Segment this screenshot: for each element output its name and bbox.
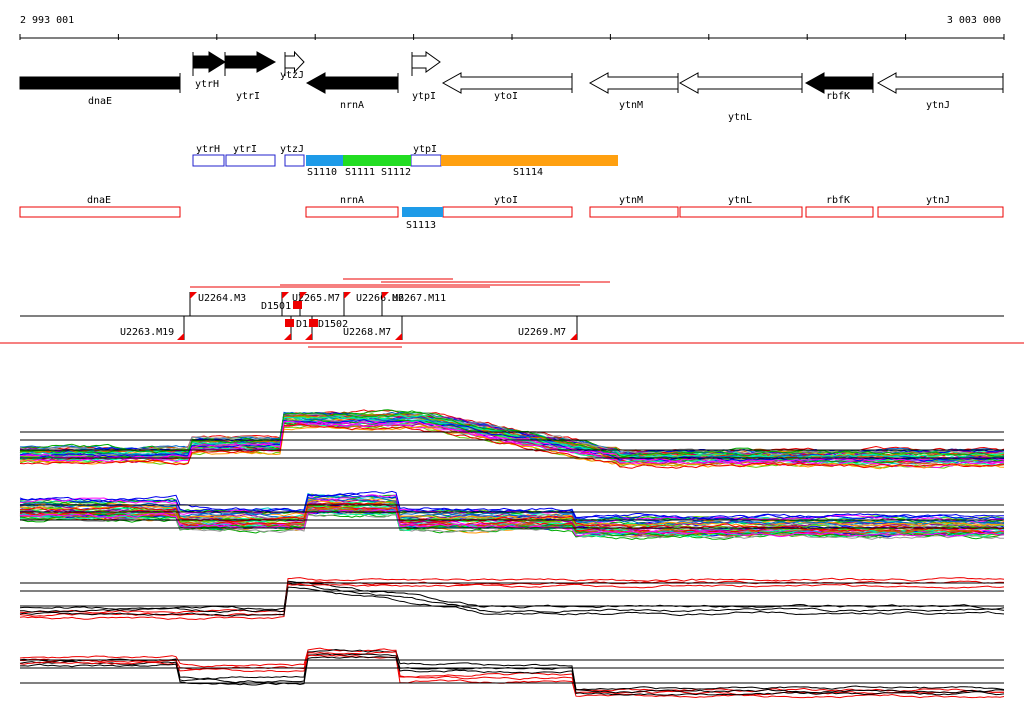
expression-trace	[19, 492, 1005, 521]
transcript	[225, 154, 276, 167]
site-marker	[177, 333, 184, 340]
transcript	[284, 154, 305, 167]
transcript	[402, 207, 443, 217]
site-label: U2265.M7	[292, 293, 340, 304]
site-label: D15	[296, 319, 314, 330]
expression-trace	[19, 506, 1005, 537]
transcript-label: ytoI	[494, 195, 518, 206]
site-marker	[282, 292, 289, 299]
transcript-label: ytnJ	[926, 195, 950, 206]
transcript-label: S1113	[406, 220, 436, 231]
site-label: U2263.M19	[120, 327, 174, 338]
gene-arrow	[876, 72, 1004, 94]
gene-label: rbfK	[826, 91, 850, 102]
site-label: D1501	[261, 301, 291, 312]
expression-trace	[19, 586, 1005, 617]
site-marker	[570, 333, 577, 340]
gene-label: nrnA	[340, 100, 364, 111]
transcript	[343, 155, 411, 166]
gene-arrow	[804, 72, 874, 94]
transcript	[589, 206, 679, 218]
transcript-label: ytzJ	[280, 144, 304, 155]
site-label: U2264.M3	[198, 293, 246, 304]
transcript-label: dnaE	[87, 195, 111, 206]
gene-label: ytzJ	[280, 70, 304, 81]
gene-label: ytnL	[728, 112, 752, 123]
site-marker	[395, 333, 402, 340]
gene-label: ytnJ	[926, 100, 950, 111]
site-label: U2267.M11	[392, 293, 446, 304]
transcript	[192, 154, 225, 167]
site-box	[293, 301, 302, 309]
expression-trace	[19, 422, 1005, 469]
site-marker	[344, 292, 351, 299]
expression-trace	[19, 656, 1005, 696]
gene-label: ytnM	[619, 100, 643, 111]
transcript-label: S1114	[513, 167, 543, 178]
expression-trace	[19, 648, 1005, 691]
gene-label: dnaE	[88, 96, 112, 107]
expression-trace	[19, 423, 1005, 469]
gene-arrow	[411, 51, 441, 73]
site-box	[309, 319, 318, 327]
transcript-label: ytrI	[233, 144, 257, 155]
gene-arrow	[192, 51, 226, 73]
expression-trace	[19, 583, 1005, 621]
transcript-label: ytrH	[196, 144, 220, 155]
site-marker	[190, 292, 197, 299]
expression-trace	[19, 411, 1005, 458]
expression-trace	[19, 508, 1005, 538]
transcript-label: rbfK	[826, 195, 850, 206]
gene-label: ytrH	[195, 79, 219, 90]
axis-start: 2 993 001	[20, 15, 74, 26]
transcript	[306, 155, 343, 166]
transcript	[441, 155, 618, 166]
transcript-label: ytnM	[619, 195, 643, 206]
gene-arrow	[305, 72, 399, 94]
transcript	[410, 154, 442, 167]
gene-arrow	[19, 76, 181, 90]
axis-end: 3 003 000	[947, 15, 1001, 26]
gene-label: ytpI	[412, 91, 436, 102]
site-label: U2266.M6	[356, 293, 404, 304]
gene-arrow	[284, 50, 305, 74]
gene-arrow	[441, 72, 573, 94]
expression-trace	[19, 654, 1005, 699]
gene-label: ytrI	[236, 91, 260, 102]
site-label: U2269.M7	[518, 327, 566, 338]
site-marker	[382, 292, 389, 299]
site-box	[285, 319, 294, 327]
transcript	[805, 206, 874, 218]
gene-label: ytoI	[494, 91, 518, 102]
transcript-label: S1110	[307, 167, 337, 178]
transcript-label: ytnL	[728, 195, 752, 206]
site-marker	[284, 333, 291, 340]
transcript	[305, 206, 399, 218]
site-marker	[305, 333, 312, 340]
gene-arrow	[678, 72, 803, 94]
transcript	[877, 206, 1004, 218]
expression-trace	[19, 505, 1005, 535]
gene-arrow	[588, 72, 679, 94]
transcript-label: S1111	[345, 167, 375, 178]
transcript	[679, 206, 803, 218]
expression-trace	[20, 582, 1005, 614]
expression-trace	[19, 580, 1005, 611]
transcript-label: nrnA	[340, 195, 364, 206]
site-marker	[300, 292, 307, 299]
site-label: D1502	[318, 319, 348, 330]
transcript-label: ytpI	[413, 144, 437, 155]
transcript	[442, 206, 573, 218]
expression-trace	[19, 577, 1005, 614]
transcript-label: S1112	[381, 167, 411, 178]
site-label: U2268.M7	[343, 327, 391, 338]
transcript	[19, 206, 181, 218]
gene-arrow	[224, 51, 277, 73]
